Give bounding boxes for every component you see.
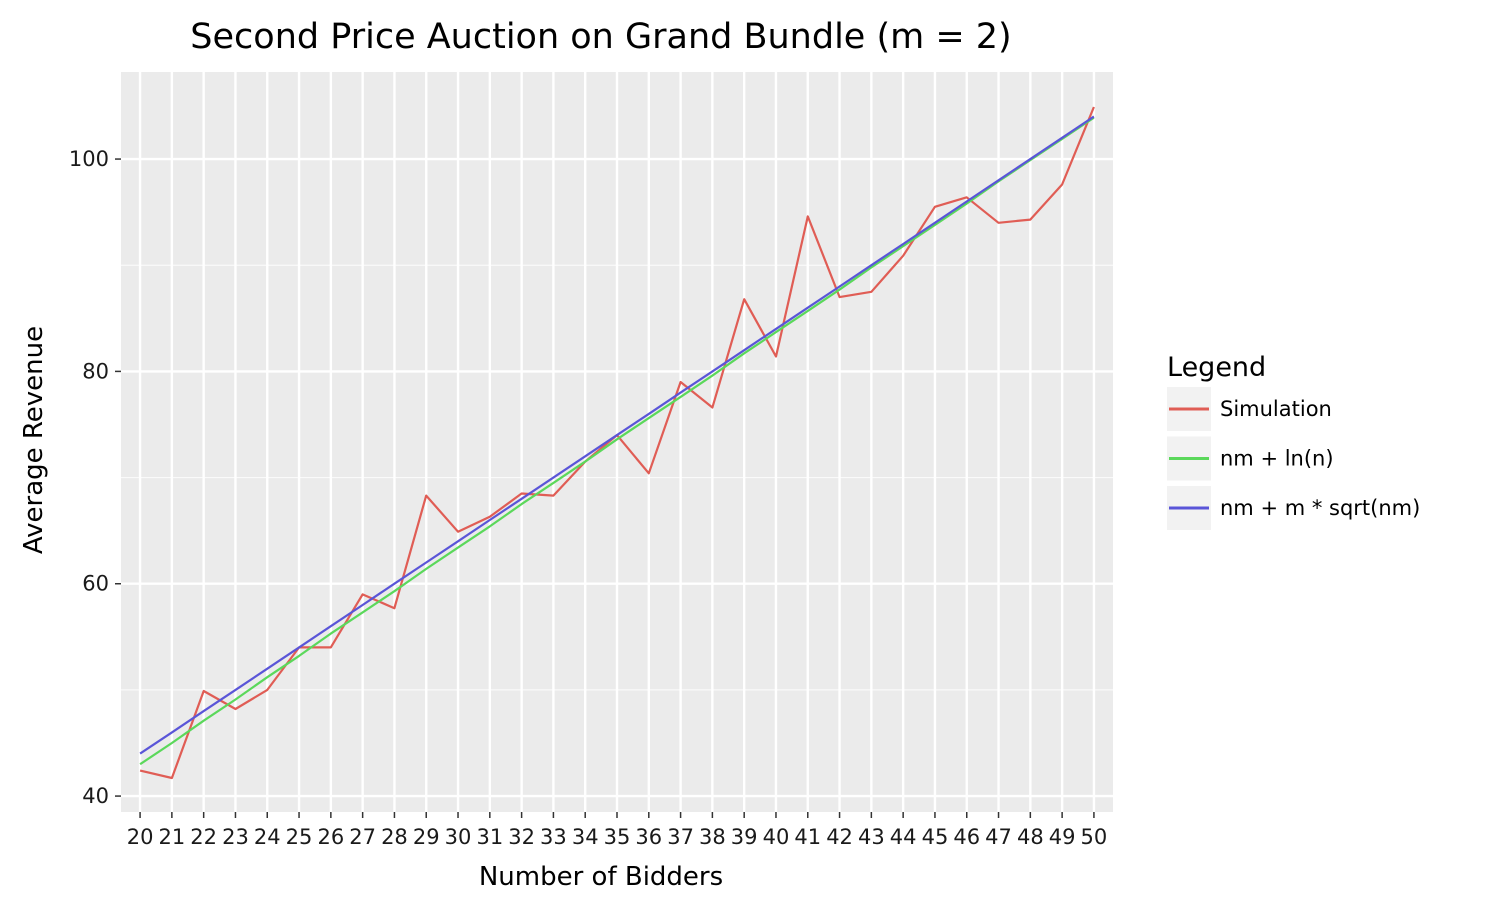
x-axis-title: Number of Bidders bbox=[479, 862, 723, 892]
chart-title: Second Price Auction on Grand Bundle (m … bbox=[190, 17, 1011, 57]
x-tick-label: 20 bbox=[127, 825, 154, 849]
y-axis-title: Average Revenue bbox=[19, 326, 49, 554]
x-tick-label: 29 bbox=[413, 825, 440, 849]
y-tick-label: 100 bbox=[69, 147, 109, 171]
x-tick-label: 45 bbox=[922, 825, 949, 849]
x-tick-label: 41 bbox=[794, 825, 821, 849]
x-tick-label: 25 bbox=[286, 825, 313, 849]
x-axis: 20 21 22 23 24 25 26 27 28 29 30 31 32 33 34 35 36 37 38 39… bbox=[127, 812, 1108, 849]
x-tick-label: 38 bbox=[699, 825, 726, 849]
x-tick-label: 35 bbox=[604, 825, 631, 849]
x-tick-label: 40 bbox=[763, 825, 790, 849]
x-tick-label: 27 bbox=[349, 825, 376, 849]
y-axis: 40 60 80 100 bbox=[69, 147, 121, 808]
legend-entry-label: Simulation bbox=[1220, 397, 1332, 421]
x-tick-label: 36 bbox=[635, 825, 662, 849]
x-tick-label: 39 bbox=[731, 825, 758, 849]
x-tick-label: 23 bbox=[222, 825, 249, 849]
x-tick-label: 37 bbox=[667, 825, 694, 849]
x-tick-label: 33 bbox=[540, 825, 567, 849]
x-tick-label: 26 bbox=[317, 825, 344, 849]
x-tick-label: 32 bbox=[508, 825, 535, 849]
x-tick-label: 44 bbox=[890, 825, 917, 849]
y-tick-label: 60 bbox=[82, 572, 109, 596]
x-tick-label: 47 bbox=[985, 825, 1012, 849]
x-tick-label: 34 bbox=[572, 825, 599, 849]
x-tick-label: 42 bbox=[826, 825, 853, 849]
x-tick-label: 30 bbox=[445, 825, 472, 849]
y-tick-label: 80 bbox=[82, 359, 109, 383]
x-tick-label: 21 bbox=[159, 825, 186, 849]
series-line-2 bbox=[139, 116, 1095, 766]
legend-entry-label: nm + ln(n) bbox=[1220, 447, 1334, 471]
x-tick-label: 48 bbox=[1017, 825, 1044, 849]
x-tick-label: 43 bbox=[858, 825, 885, 849]
legend: Legend Simulation nm + ln(n) nm + m * sqrt… bbox=[1167, 352, 1420, 530]
x-tick-label: 24 bbox=[254, 825, 281, 849]
x-tick-label: 31 bbox=[476, 825, 503, 849]
series-lines bbox=[139, 106, 1095, 780]
x-tick-label: 50 bbox=[1081, 825, 1108, 849]
legend-entry-label: nm + m * sqrt(nm) bbox=[1220, 496, 1420, 520]
x-tick-label: 22 bbox=[190, 825, 217, 849]
series-line-3 bbox=[139, 115, 1095, 755]
x-tick-label: 49 bbox=[1049, 825, 1076, 849]
x-tick-label: 46 bbox=[953, 825, 980, 849]
y-tick-label: 40 bbox=[82, 784, 109, 808]
legend-title: Legend bbox=[1167, 352, 1266, 383]
x-tick-label: 28 bbox=[381, 825, 408, 849]
